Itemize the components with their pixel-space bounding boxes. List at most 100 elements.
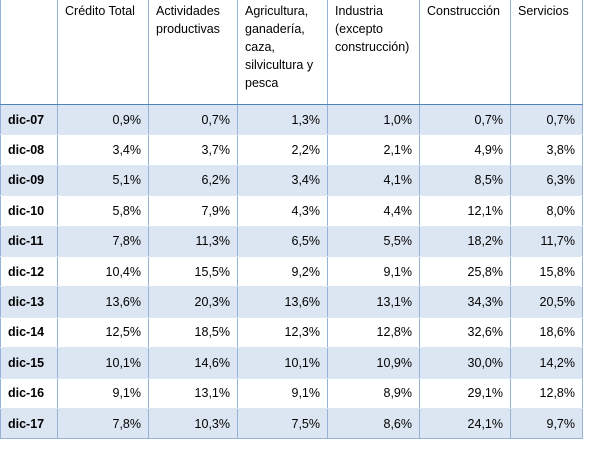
value-cell: 3,4%	[57, 134, 149, 166]
value-cell: 10,3%	[148, 408, 238, 440]
value-cell: 18,2%	[419, 226, 511, 257]
value-cell: 30,0%	[419, 347, 511, 379]
value-cell: 34,3%	[419, 286, 511, 318]
value-cell: 18,5%	[148, 317, 238, 349]
value-cell: 0,9%	[57, 104, 149, 136]
value-cell: 1,3%	[237, 104, 328, 136]
value-cell: 9,2%	[237, 256, 328, 288]
value-cell: 4,9%	[419, 134, 511, 166]
table-row: dic-07 0,9% 0,7% 1,3% 1,0% 0,7% 0,7%	[0, 104, 583, 136]
table-header: Crédito Total Actividades productivas Agri…	[0, 0, 583, 105]
column-header: Agricultura, ganadería, caza, silvicultu…	[237, 0, 328, 105]
table-row: dic-11 7,8% 11,3% 6,5% 5,5% 18,2% 11,7%	[0, 226, 583, 257]
row-label: dic-08	[0, 134, 58, 166]
value-cell: 10,1%	[237, 347, 328, 379]
value-cell: 10,9%	[327, 347, 420, 379]
value-cell: 12,5%	[57, 317, 149, 349]
row-label: dic-17	[0, 408, 58, 440]
value-cell: 6,2%	[148, 165, 238, 197]
value-cell: 9,1%	[327, 256, 420, 288]
value-cell: 6,3%	[510, 165, 583, 197]
value-cell: 2,2%	[237, 134, 328, 166]
table-body: dic-07 0,9% 0,7% 1,3% 1,0% 0,7% 0,7% dic-08 3,4%…	[0, 104, 583, 440]
value-cell: 9,1%	[57, 378, 149, 409]
value-cell: 7,8%	[57, 226, 149, 257]
row-label: dic-14	[0, 317, 58, 349]
table-row: dic-08 3,4% 3,7% 2,2% 2,1% 4,9% 3,8%	[0, 134, 583, 166]
value-cell: 25,8%	[419, 256, 511, 288]
table-row: dic-12 10,4% 15,5% 9,2% 9,1% 25,8% 15,8%	[0, 256, 583, 288]
value-cell: 5,5%	[327, 226, 420, 257]
corner-cell	[0, 0, 58, 105]
table-row: dic-17 7,8% 10,3% 7,5% 8,6% 24,1% 9,7%	[0, 408, 583, 440]
value-cell: 10,1%	[57, 347, 149, 379]
value-cell: 3,4%	[237, 165, 328, 197]
row-label: dic-09	[0, 165, 58, 197]
row-label: dic-12	[0, 256, 58, 288]
value-cell: 10,4%	[57, 256, 149, 288]
row-label: dic-15	[0, 347, 58, 379]
table-row: dic-16 9,1% 13,1% 9,1% 8,9% 29,1% 12,8%	[0, 378, 583, 409]
row-label: dic-13	[0, 286, 58, 318]
value-cell: 12,8%	[510, 378, 583, 409]
table-row: dic-10 5,8% 7,9% 4,3% 4,4% 12,1% 8,0%	[0, 195, 583, 227]
value-cell: 18,6%	[510, 317, 583, 349]
value-cell: 4,1%	[327, 165, 420, 197]
value-cell: 0,7%	[419, 104, 511, 136]
column-header: Servicios	[510, 0, 583, 105]
value-cell: 13,6%	[57, 286, 149, 318]
value-cell: 20,5%	[510, 286, 583, 318]
value-cell: 7,8%	[57, 408, 149, 440]
data-table: Crédito Total Actividades productivas Agri…	[0, 0, 583, 440]
value-cell: 4,3%	[237, 195, 328, 227]
value-cell: 14,2%	[510, 347, 583, 379]
value-cell: 7,9%	[148, 195, 238, 227]
value-cell: 3,7%	[148, 134, 238, 166]
row-label: dic-16	[0, 378, 58, 409]
value-cell: 7,5%	[237, 408, 328, 440]
value-cell: 1,0%	[327, 104, 420, 136]
value-cell: 14,6%	[148, 347, 238, 379]
value-cell: 24,1%	[419, 408, 511, 440]
value-cell: 12,8%	[327, 317, 420, 349]
table-row: dic-14 12,5% 18,5% 12,3% 12,8% 32,6% 18,6%	[0, 317, 583, 349]
row-label: dic-10	[0, 195, 58, 227]
value-cell: 15,5%	[148, 256, 238, 288]
value-cell: 13,1%	[148, 378, 238, 409]
column-header: Construcción	[419, 0, 511, 105]
row-label: dic-11	[0, 226, 58, 257]
value-cell: 13,1%	[327, 286, 420, 318]
table-row: dic-15 10,1% 14,6% 10,1% 10,9% 30,0% 14,2%	[0, 347, 583, 379]
table-row: dic-09 5,1% 6,2% 3,4% 4,1% 8,5% 6,3%	[0, 165, 583, 197]
header-row: Crédito Total Actividades productivas Agri…	[0, 0, 583, 105]
value-cell: 8,0%	[510, 195, 583, 227]
value-cell: 11,7%	[510, 226, 583, 257]
value-cell: 3,8%	[510, 134, 583, 166]
value-cell: 4,4%	[327, 195, 420, 227]
value-cell: 8,9%	[327, 378, 420, 409]
value-cell: 0,7%	[148, 104, 238, 136]
value-cell: 6,5%	[237, 226, 328, 257]
value-cell: 8,5%	[419, 165, 511, 197]
value-cell: 15,8%	[510, 256, 583, 288]
value-cell: 29,1%	[419, 378, 511, 409]
value-cell: 11,3%	[148, 226, 238, 257]
value-cell: 9,7%	[510, 408, 583, 440]
value-cell: 2,1%	[327, 134, 420, 166]
column-header: Industria (excepto construcción)	[327, 0, 420, 105]
value-cell: 9,1%	[237, 378, 328, 409]
row-label: dic-07	[0, 104, 58, 136]
value-cell: 13,6%	[237, 286, 328, 318]
value-cell: 20,3%	[148, 286, 238, 318]
table-row: dic-13 13,6% 20,3% 13,6% 13,1% 34,3% 20,5%	[0, 286, 583, 318]
value-cell: 32,6%	[419, 317, 511, 349]
value-cell: 5,8%	[57, 195, 149, 227]
value-cell: 5,1%	[57, 165, 149, 197]
value-cell: 0,7%	[510, 104, 583, 136]
column-header: Crédito Total	[57, 0, 149, 105]
value-cell: 12,1%	[419, 195, 511, 227]
value-cell: 12,3%	[237, 317, 328, 349]
column-header: Actividades productivas	[148, 0, 238, 105]
value-cell: 8,6%	[327, 408, 420, 440]
